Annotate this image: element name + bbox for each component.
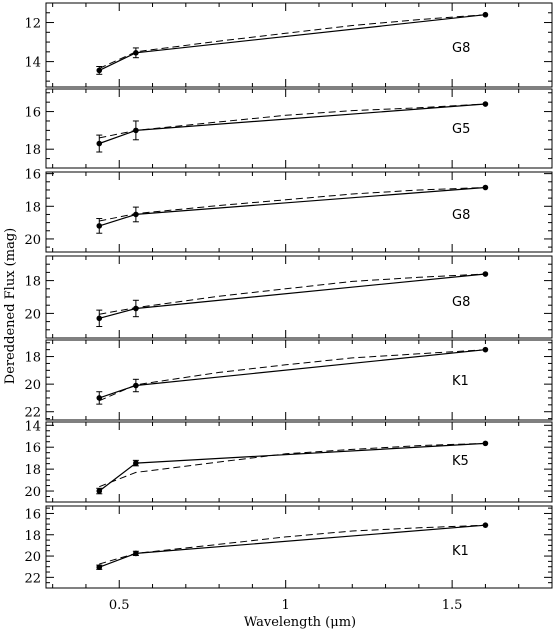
data-point: [482, 101, 489, 107]
data-point: [133, 127, 139, 134]
panel-1: 12 14 G8: [24, 2, 553, 88]
panel-frame: [45, 88, 553, 169]
data-point: [482, 11, 489, 18]
data-point: [133, 382, 139, 389]
y-tick-label: 18: [24, 200, 41, 215]
observed-sed-line: [99, 524, 486, 568]
panel-frame: [45, 421, 553, 503]
y-tick-label: 12: [24, 17, 41, 32]
x-tick-label: 0.5: [109, 598, 130, 613]
observed-sed-line: [99, 273, 486, 319]
y-tick-label: 16: [24, 507, 41, 522]
y-tick-label: 18: [24, 529, 41, 544]
data-point: [96, 395, 103, 401]
data-point: [482, 440, 489, 447]
panel-frame: [45, 505, 553, 589]
y-tick-label: 18: [24, 275, 41, 290]
model-sed-line: [99, 14, 486, 69]
y-tick-label: 20: [24, 307, 41, 322]
data-point: [96, 488, 103, 494]
observed-sed-line: [99, 186, 486, 227]
model-sed-line: [99, 524, 486, 565]
panel-frame: [45, 171, 553, 253]
data-point: [133, 50, 139, 56]
y-tick-label: 16: [24, 168, 41, 183]
panels-group: 12 14 G8 16 18 G5 16 18 20 G8 18 20 G8 18 20 22 K1 14 16 18…: [24, 2, 553, 589]
observed-sed-line: [98, 442, 486, 492]
spectral-type-label: G8: [452, 41, 470, 56]
panel-2: 16 18 G5: [24, 88, 553, 169]
y-tick-label: 20: [24, 378, 41, 393]
y-tick-label: 20: [24, 233, 41, 248]
y-tick-label: 14: [24, 419, 41, 434]
x-tick-label: 1.5: [442, 598, 463, 613]
panel-3: 16 18 20 G8: [24, 168, 553, 253]
data-point: [133, 550, 139, 557]
data-point: [482, 271, 489, 277]
y-tick-label: 16: [24, 441, 41, 456]
y-tick-label: 18: [24, 463, 41, 478]
model-sed-line: [99, 349, 486, 402]
observed-sed-line: [99, 349, 486, 399]
data-point: [133, 305, 139, 312]
y-tick-label: 20: [24, 485, 41, 500]
data-point: [96, 315, 103, 322]
observed-sed-line: [99, 103, 486, 145]
data-point: [96, 140, 103, 147]
y-axis-title: Dereddened Flux (mag): [3, 228, 18, 384]
shared-x-axis: 0.5 1 1.5: [109, 598, 463, 613]
y-tick-label: 18: [24, 143, 41, 158]
spectral-type-label: G5: [452, 122, 470, 137]
spectral-type-label: K1: [452, 374, 469, 389]
data-point: [96, 223, 103, 229]
data-point: [482, 346, 489, 353]
y-tick-label: 22: [24, 406, 41, 421]
y-tick-label: 22: [24, 571, 41, 586]
data-point: [96, 564, 103, 571]
panel-5: 18 20 22 K1: [24, 339, 553, 421]
observed-sed-line: [99, 14, 486, 71]
panel-6: 14 16 18 20 K5: [24, 419, 553, 503]
data-point: [133, 211, 139, 218]
x-axis-title: Wavelength (μm): [244, 615, 356, 630]
spectral-type-label: K1: [452, 544, 469, 559]
panel-frame: [45, 339, 553, 421]
y-tick-label: 20: [24, 550, 41, 565]
y-tick-label: 18: [24, 351, 41, 366]
data-point: [482, 522, 489, 528]
model-sed-line: [99, 103, 486, 139]
data-point: [133, 460, 139, 466]
y-tick-label: 14: [24, 56, 41, 71]
panel-7: 16 18 20 22 K1: [24, 505, 553, 589]
spectral-type-label: G8: [452, 295, 470, 310]
data-point: [96, 67, 103, 74]
panel-frame: [45, 2, 553, 88]
model-sed-line: [99, 442, 486, 488]
data-point: [482, 184, 489, 191]
y-tick-label: 16: [24, 106, 41, 121]
spectral-type-label: K5: [452, 454, 469, 469]
panel-frame: [45, 255, 553, 339]
panel-4: 18 20 G8: [24, 255, 553, 339]
spectral-type-label: G8: [452, 208, 470, 223]
x-tick-label: 1: [282, 598, 290, 613]
